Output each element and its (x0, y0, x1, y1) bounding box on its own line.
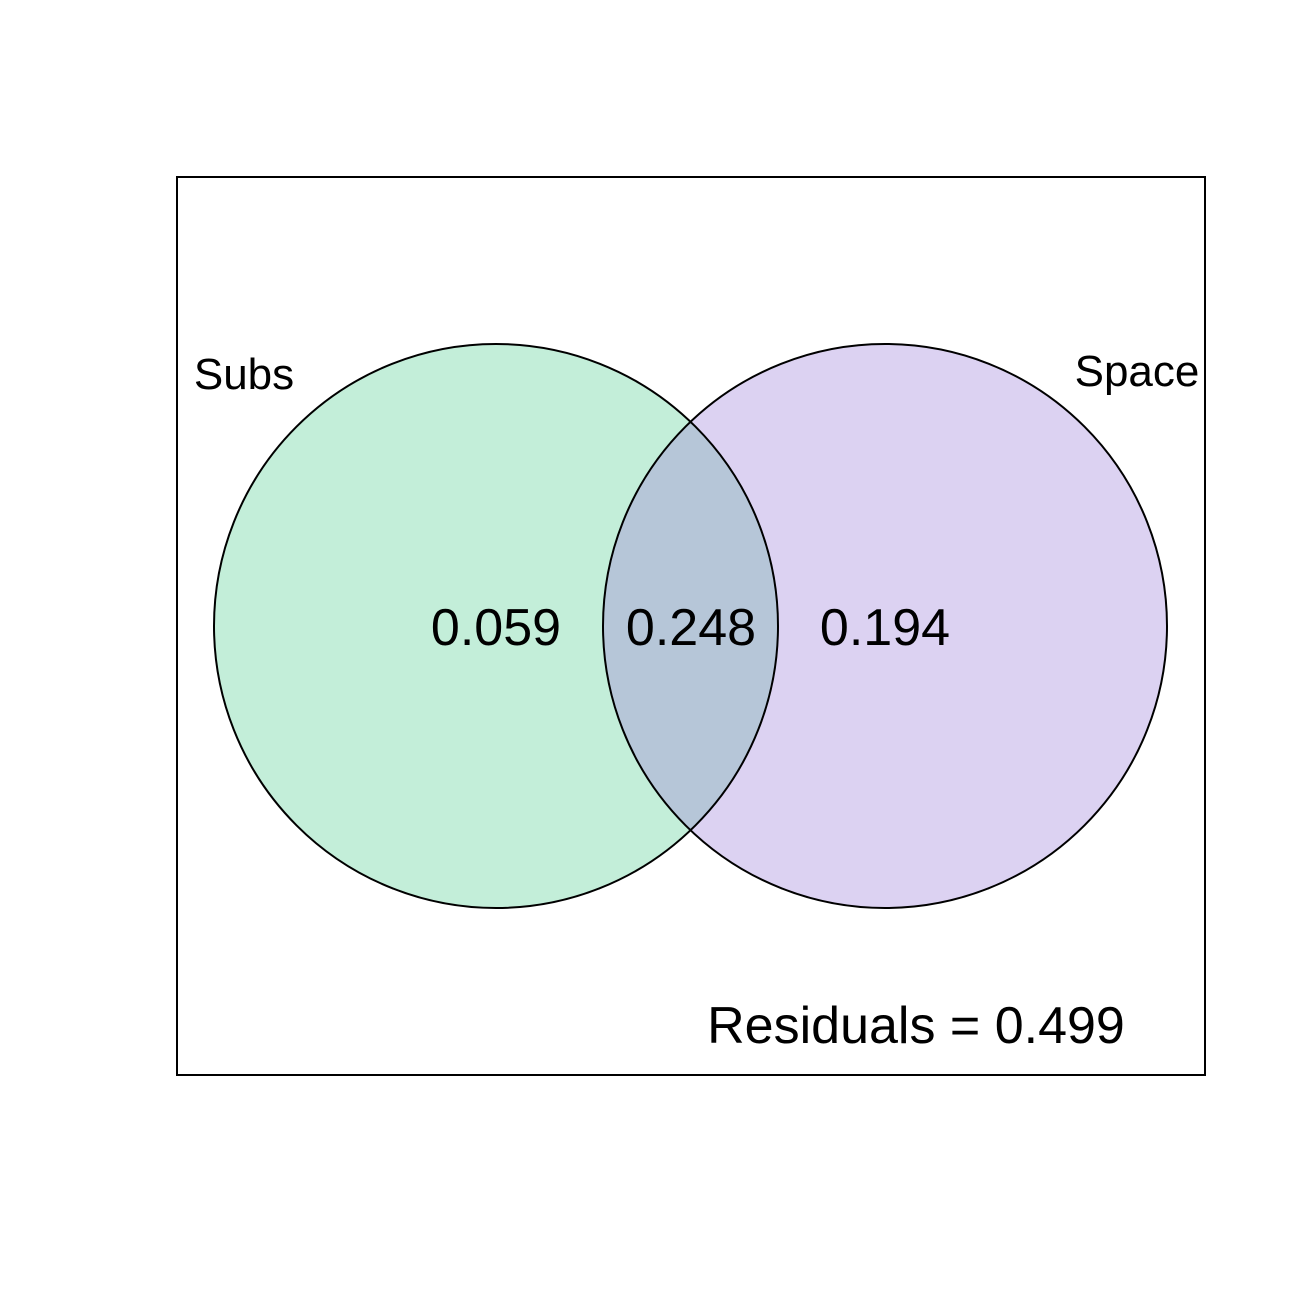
subs-circle-outline (213, 343, 779, 909)
subs-circle (214, 344, 778, 908)
set-label-subs: Subs (194, 350, 294, 399)
set-label-space: Space (1075, 347, 1200, 396)
residuals-label: Residuals = 0.499 (707, 997, 1125, 1055)
region-value-intersection: 0.248 (626, 599, 756, 657)
region-value-subs-only: 0.059 (431, 599, 561, 657)
plot-frame (176, 176, 1206, 1076)
space-circle-outline (602, 343, 1168, 909)
region-value-space-only: 0.194 (820, 599, 950, 657)
space-circle (603, 344, 1167, 908)
